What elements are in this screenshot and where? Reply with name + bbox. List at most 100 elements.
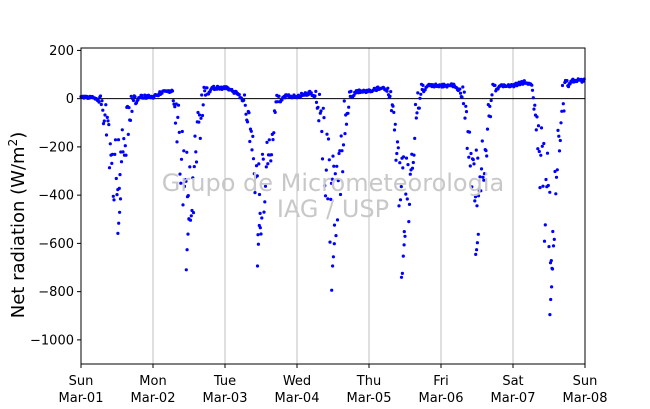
data-point	[179, 181, 183, 185]
data-point	[395, 151, 399, 156]
data-point	[335, 218, 340, 222]
data-point	[559, 121, 563, 125]
data-point	[537, 149, 541, 154]
data-point	[474, 252, 478, 256]
data-point	[421, 83, 425, 87]
data-point	[389, 109, 394, 113]
x-tick-date-0: Mar-01	[59, 391, 104, 406]
x-tick-day-6: Sat	[502, 374, 523, 389]
data-point	[325, 132, 329, 136]
data-point	[423, 88, 427, 92]
data-point	[112, 198, 116, 202]
data-point	[461, 85, 465, 89]
data-point	[193, 134, 197, 138]
data-point	[320, 157, 325, 161]
data-point	[257, 223, 261, 228]
data-point	[396, 146, 400, 150]
data-point	[197, 120, 201, 124]
data-point	[490, 93, 494, 97]
data-point	[265, 140, 269, 144]
data-point	[479, 189, 483, 193]
data-point	[542, 239, 547, 243]
y-axis-label-superscript: 2	[6, 139, 20, 147]
data-point	[549, 259, 553, 263]
data-point	[313, 94, 317, 98]
data-point	[391, 104, 395, 108]
data-point	[252, 172, 256, 176]
data-point	[465, 146, 469, 150]
data-point	[535, 115, 539, 119]
data-point	[253, 191, 257, 195]
data-point	[397, 204, 401, 208]
data-point	[321, 106, 325, 110]
data-points	[79, 77, 586, 317]
data-point	[98, 94, 103, 98]
data-point	[130, 109, 134, 113]
data-point	[196, 110, 200, 115]
data-point	[404, 156, 409, 160]
data-point	[342, 99, 346, 103]
data-point	[349, 89, 353, 93]
y-axis-label: Net radiation (W/m2)	[6, 132, 29, 319]
data-point	[140, 93, 144, 97]
data-point	[473, 199, 477, 203]
y-tick-label-0: 200	[49, 44, 74, 59]
data-point	[124, 153, 128, 157]
data-point	[188, 165, 192, 169]
data-point	[463, 116, 467, 120]
data-point	[104, 103, 108, 107]
data-point	[271, 138, 275, 142]
data-point	[475, 241, 479, 245]
data-point	[251, 157, 256, 161]
data-point	[239, 96, 244, 100]
data-point	[410, 166, 415, 170]
data-point	[192, 165, 196, 169]
data-point	[327, 158, 331, 162]
data-point	[170, 89, 175, 93]
data-point	[186, 232, 190, 236]
data-point	[111, 194, 115, 198]
data-point	[403, 234, 407, 238]
data-point	[331, 154, 335, 158]
data-point	[194, 160, 199, 164]
data-point	[522, 79, 526, 83]
data-point	[244, 112, 248, 116]
y-axis-label-main: Net radiation (W/m	[8, 146, 29, 318]
data-point	[118, 197, 123, 201]
data-point	[472, 162, 476, 166]
data-point	[319, 109, 323, 113]
data-point	[333, 172, 337, 176]
data-point	[460, 95, 464, 99]
data-point	[401, 166, 405, 170]
y-tick-label-6: −1000	[30, 333, 74, 348]
data-point	[133, 95, 137, 99]
data-point	[470, 185, 474, 189]
data-point	[415, 111, 419, 115]
data-point	[103, 113, 107, 117]
data-point	[338, 192, 343, 197]
data-point	[200, 113, 205, 118]
data-point	[464, 110, 469, 114]
data-point	[341, 143, 346, 147]
x-tick-date-1: Mar-02	[131, 391, 176, 406]
data-point	[248, 139, 252, 144]
data-point	[176, 115, 180, 119]
x-axis-ticks: Sun Mar-01 Mon Mar-02 Tue Mar-03 Wed Mar-04 Thu M…	[59, 364, 607, 406]
y-tick-label-2: −200	[38, 140, 74, 155]
data-point	[249, 129, 253, 133]
data-point	[542, 141, 546, 146]
data-point	[118, 173, 122, 177]
data-point	[412, 153, 416, 157]
data-point	[554, 192, 558, 196]
data-point	[182, 149, 186, 153]
data-point	[475, 204, 479, 208]
data-point	[275, 100, 280, 104]
data-point	[532, 107, 536, 111]
data-point	[540, 144, 544, 148]
data-point	[247, 111, 251, 115]
data-point	[106, 119, 110, 123]
data-point	[482, 178, 486, 182]
data-point	[419, 92, 423, 96]
data-point	[266, 162, 270, 166]
data-point	[173, 105, 177, 109]
